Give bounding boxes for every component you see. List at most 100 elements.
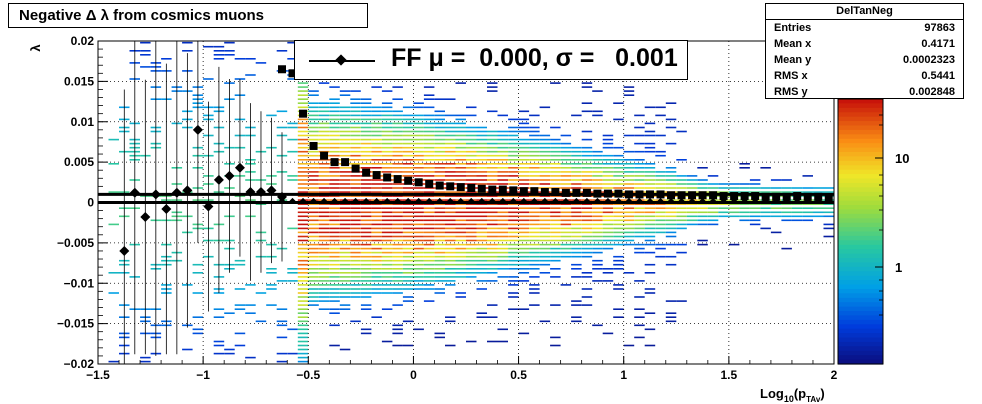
- heatmap-cell: [466, 142, 477, 145]
- heatmap-cell: [476, 247, 487, 250]
- heatmap-cell: [760, 211, 771, 214]
- heatmap-cell: [339, 223, 351, 226]
- heatmap-cell: [655, 175, 666, 177]
- heatmap-cell: [529, 255, 540, 258]
- heatmap-cell: [203, 78, 214, 80]
- heatmap-cell: [371, 243, 382, 246]
- heatmap-cell: [445, 239, 456, 242]
- heatmap-cell: [539, 146, 551, 149]
- heatmap-cell: [455, 215, 466, 218]
- heatmap-cell: [276, 320, 288, 323]
- heatmap-cell: [423, 255, 435, 258]
- heatmap-cell: [466, 340, 477, 343]
- heatmap-cell: [287, 179, 298, 181]
- profile-rms-point: [677, 191, 686, 200]
- heatmap-cell: [518, 247, 530, 250]
- heatmap-cell: [770, 211, 782, 214]
- profile-center-point: [615, 197, 622, 204]
- heatmap-cell: [623, 235, 635, 238]
- y-tick-label: 0.01: [71, 115, 95, 129]
- heatmap-cell: [423, 126, 435, 129]
- profile-center-point: [510, 197, 517, 204]
- heatmap-cell: [339, 288, 351, 290]
- heatmap-cell: [392, 171, 403, 173]
- heatmap-cell: [644, 312, 656, 314]
- heatmap-cell: [497, 159, 508, 161]
- legend: FF μ = 0.000, σ = 0.001: [294, 40, 688, 80]
- heatmap-cell: [760, 187, 771, 189]
- heatmap-cell: [297, 203, 309, 205]
- profile-center-point: [583, 197, 590, 204]
- heatmap-cell: [308, 247, 319, 250]
- colorbar-segment: [838, 311, 883, 316]
- heatmap-cell: [813, 187, 824, 189]
- heatmap-cell: [602, 187, 614, 189]
- heatmap-cell: [339, 296, 351, 298]
- heatmap-cell: [560, 243, 572, 246]
- heatmap-cell: [350, 110, 361, 113]
- heatmap-cell: [318, 227, 330, 230]
- heatmap-cell: [529, 211, 540, 214]
- heatmap-cell: [529, 276, 540, 278]
- heatmap-cell: [634, 219, 645, 222]
- heatmap-cell: [476, 179, 487, 181]
- heatmap-cell: [329, 150, 340, 153]
- heatmap-cell: [213, 308, 225, 310]
- heatmap-cell: [739, 203, 750, 205]
- heatmap-cell: [339, 268, 351, 270]
- heatmap-cell: [339, 138, 351, 141]
- heatmap-cell: [381, 215, 393, 218]
- heatmap-cell: [434, 255, 445, 258]
- heatmap-cell: [213, 316, 225, 318]
- profile-rms-point: [772, 192, 781, 201]
- heatmap-cell: [297, 227, 309, 230]
- heatmap-cell: [739, 219, 750, 222]
- heatmap-cell: [634, 280, 645, 282]
- heatmap-cell: [423, 142, 435, 145]
- heatmap-cell: [634, 179, 645, 181]
- colorbar-segment: [838, 143, 883, 149]
- heatmap-cell: [466, 191, 477, 193]
- heatmap-cell: [413, 207, 424, 209]
- heatmap-cell: [644, 239, 656, 242]
- heatmap-cell: [728, 215, 740, 218]
- heatmap-cell: [802, 191, 813, 193]
- heatmap-cell: [392, 159, 403, 161]
- heatmap-cell: [434, 292, 445, 294]
- heatmap-cell: [297, 239, 309, 242]
- heatmap-cell: [308, 272, 319, 274]
- heatmap-cell: [602, 235, 614, 238]
- heatmap-cell: [318, 102, 330, 104]
- heatmap-cell: [445, 255, 456, 258]
- heatmap-cell: [413, 227, 424, 230]
- heatmap-cell: [592, 171, 603, 173]
- heatmap-cell: [529, 175, 540, 177]
- heatmap-cell: [329, 344, 340, 347]
- heatmap-cell: [613, 235, 624, 238]
- heatmap-cell: [413, 150, 424, 153]
- heatmap-cell: [445, 122, 456, 125]
- heatmap-cell: [466, 223, 477, 226]
- heatmap-cell: [329, 247, 340, 250]
- heatmap-cell: [529, 231, 540, 234]
- colorbar-segment: [838, 324, 883, 330]
- heatmap-cell: [823, 215, 834, 218]
- profile-center-point: [647, 197, 653, 204]
- heatmap-cell: [381, 122, 393, 125]
- heatmap-cell: [550, 171, 561, 173]
- heatmap-cell: [508, 227, 519, 230]
- heatmap-cell: [802, 215, 813, 218]
- heatmap-cell: [339, 106, 351, 109]
- heatmap-cell: [402, 320, 414, 323]
- heatmap-cell: [476, 150, 487, 153]
- heatmap-cell: [371, 146, 382, 149]
- heatmap-cell: [455, 259, 466, 262]
- heatmap-cell: [623, 163, 635, 165]
- heatmap-cell: [350, 296, 361, 298]
- heatmap-cell: [381, 110, 393, 113]
- heatmap-cell: [676, 251, 687, 254]
- heatmap-cell: [402, 195, 414, 197]
- heatmap-cell: [487, 203, 498, 205]
- colorbar-segment: [838, 288, 883, 294]
- heatmap-cell: [487, 340, 498, 343]
